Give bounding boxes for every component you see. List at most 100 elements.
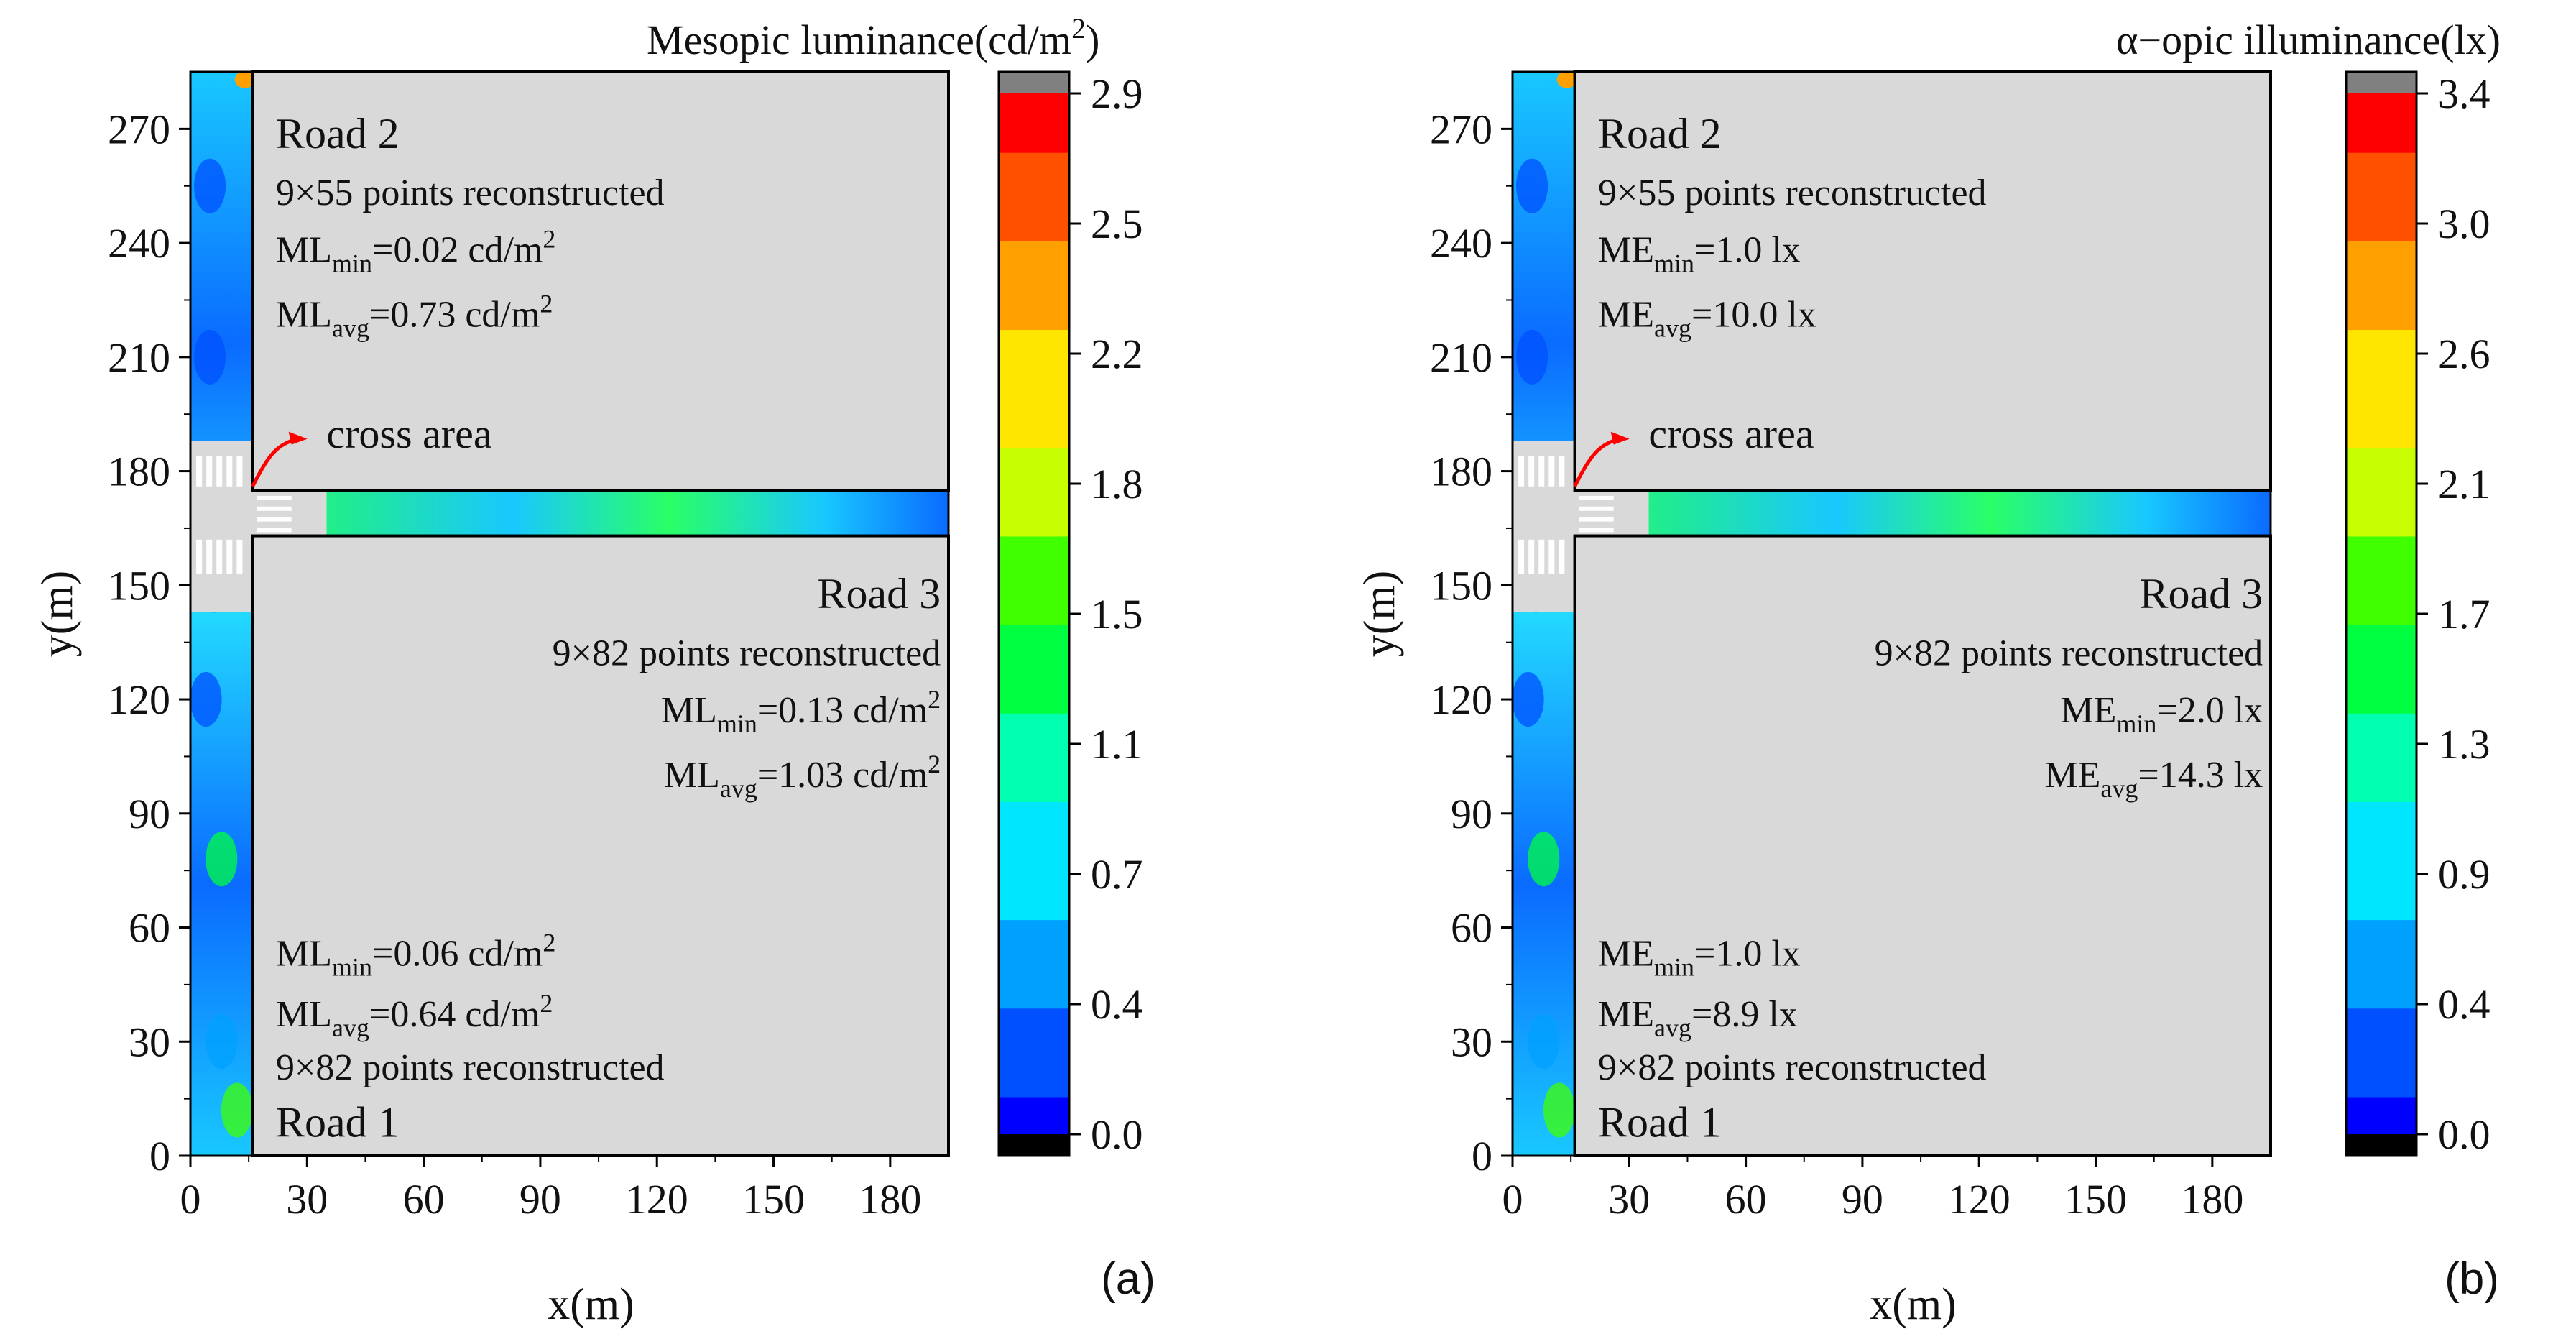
colorbar-band <box>999 152 1069 183</box>
colorbar-tick-label: 0.0 <box>2438 1111 2490 1158</box>
colorbar-band <box>2346 801 2416 832</box>
colorbar-band <box>2346 123 2416 153</box>
metric-label: MLavg=0.73 cd/m2 <box>276 290 553 343</box>
road3-name: Road 3 <box>2140 570 2263 617</box>
heatmap-blob <box>1516 158 1548 213</box>
colorbar-band <box>999 359 1069 390</box>
y-tick-label: 210 <box>108 334 170 381</box>
colorbar-band <box>2346 211 2416 241</box>
colorbar-band <box>2346 270 2416 300</box>
crosswalk-stripe <box>1548 539 1555 574</box>
x-tick-label: 150 <box>2064 1176 2127 1223</box>
colorbar-band <box>2346 860 2416 891</box>
x-tick-label: 90 <box>1842 1176 1883 1223</box>
heatmap-blob <box>206 832 238 887</box>
x-tick-label: 180 <box>859 1176 921 1223</box>
heatmap-blob <box>1528 832 1560 887</box>
road1-points: 9×82 points reconstructed <box>1598 1047 1987 1088</box>
x-tick-label: 30 <box>286 1176 328 1223</box>
colorbar-band <box>2346 565 2416 596</box>
colorbar-band <box>2346 506 2416 537</box>
colorbar-under <box>2346 1134 2416 1156</box>
metric-label: MLmin=0.13 cd/m2 <box>661 685 941 738</box>
road3-points: 9×82 points reconstructed <box>1875 632 2263 673</box>
colorbar-band <box>2346 713 2416 743</box>
colorbar-band <box>999 1037 1069 1068</box>
colorbar-band <box>2346 1037 2416 1068</box>
cross-area-label: cross area <box>326 410 491 457</box>
crosswalk-stripe <box>216 456 223 487</box>
block-road2 <box>251 70 951 492</box>
colorbar-tick-label: 0.7 <box>1091 851 1143 898</box>
colorbar-band <box>2346 890 2416 921</box>
colorbar-band <box>2346 418 2416 448</box>
heatmap-blob <box>221 1082 253 1138</box>
road1-points: 9×82 points reconstructed <box>276 1047 665 1088</box>
cross-area-arrow <box>251 438 292 487</box>
road1-name: Road 1 <box>1598 1099 1722 1146</box>
y-axis-label: y(m) <box>33 571 82 658</box>
y-tick-label: 210 <box>1430 334 1492 381</box>
crosswalk-stripe <box>1518 456 1525 487</box>
colorbar-band <box>2346 831 2416 862</box>
cross-area-label: cross area <box>1648 410 1814 457</box>
colorbar-band <box>999 772 1069 802</box>
metric-label: MLavg=1.03 cd/m2 <box>664 750 941 803</box>
crosswalk-stripe <box>1559 539 1565 574</box>
colorbar-band <box>2346 152 2416 183</box>
colorbar-band <box>2346 594 2416 625</box>
colorbar-tick-label: 1.1 <box>1091 721 1143 768</box>
heatmap-blob <box>1528 1014 1560 1069</box>
y-tick-label: 0 <box>149 1133 170 1179</box>
colorbar-band <box>999 654 1069 684</box>
colorbar-band <box>999 684 1069 714</box>
cross-area-arrow <box>1573 438 1615 487</box>
x-tick-label: 60 <box>403 1176 445 1223</box>
colorbar-band <box>2346 772 2416 802</box>
y-tick-label: 240 <box>108 220 170 267</box>
colorbar-band <box>999 270 1069 300</box>
block-road1-road3 <box>1573 534 2273 1157</box>
colorbar-band <box>999 919 1069 950</box>
x-tick-label: 120 <box>1948 1176 2011 1223</box>
colorbar-band <box>2346 1008 2416 1039</box>
colorbar-band <box>2346 742 2416 773</box>
colorbar-band <box>999 860 1069 891</box>
y-tick-label: 30 <box>1451 1018 1492 1065</box>
colorbar-tick-label: 2.9 <box>1091 70 1143 117</box>
heatmap-hotspot <box>234 70 255 88</box>
panel-label: (a) <box>1101 1254 1155 1304</box>
arrow-head <box>288 431 308 445</box>
colorbar-tick-label: 2.2 <box>1091 331 1143 377</box>
metric-label: MEmin=1.0 lx <box>1598 230 1801 278</box>
x-tick-label: 150 <box>742 1176 805 1223</box>
x-tick-label: 60 <box>1725 1176 1767 1223</box>
x-tick-label: 180 <box>2181 1176 2243 1223</box>
metric-label: MEavg=8.9 lx <box>1598 994 1798 1042</box>
x-axis-label: x(m) <box>548 1280 634 1329</box>
crosswalk-stripe <box>1578 528 1614 533</box>
x-tick-label: 30 <box>1608 1176 1650 1223</box>
colorbar-band <box>2346 1096 2416 1127</box>
block-road1-road3 <box>251 534 951 1157</box>
colorbar-band <box>2346 93 2416 124</box>
colorbar-band <box>999 211 1069 241</box>
y-tick-label: 240 <box>1430 220 1492 267</box>
colorbar-band <box>999 300 1069 331</box>
colorbar-band <box>2346 625 2416 655</box>
metric-label: MEmin=2.0 lx <box>2060 690 2263 738</box>
colorbar-band <box>2346 329 2416 360</box>
crosswalk-stripe <box>1518 539 1525 574</box>
crosswalk-stripe <box>256 528 292 533</box>
y-tick-label: 60 <box>129 905 170 952</box>
y-tick-label: 120 <box>1430 676 1492 723</box>
colorbar-band <box>999 447 1069 478</box>
colorbar-band <box>2346 241 2416 271</box>
crosswalk-stripe <box>236 456 243 487</box>
colorbar-tick-label: 1.8 <box>1091 461 1143 507</box>
colorbar-tick-label: 0.4 <box>2438 981 2490 1028</box>
colorbar-tick-label: 2.5 <box>1091 201 1143 247</box>
crosswalk-stripe <box>196 539 203 574</box>
colorbar-tick-label: 1.5 <box>1091 591 1143 638</box>
y-tick-label: 120 <box>108 676 170 723</box>
